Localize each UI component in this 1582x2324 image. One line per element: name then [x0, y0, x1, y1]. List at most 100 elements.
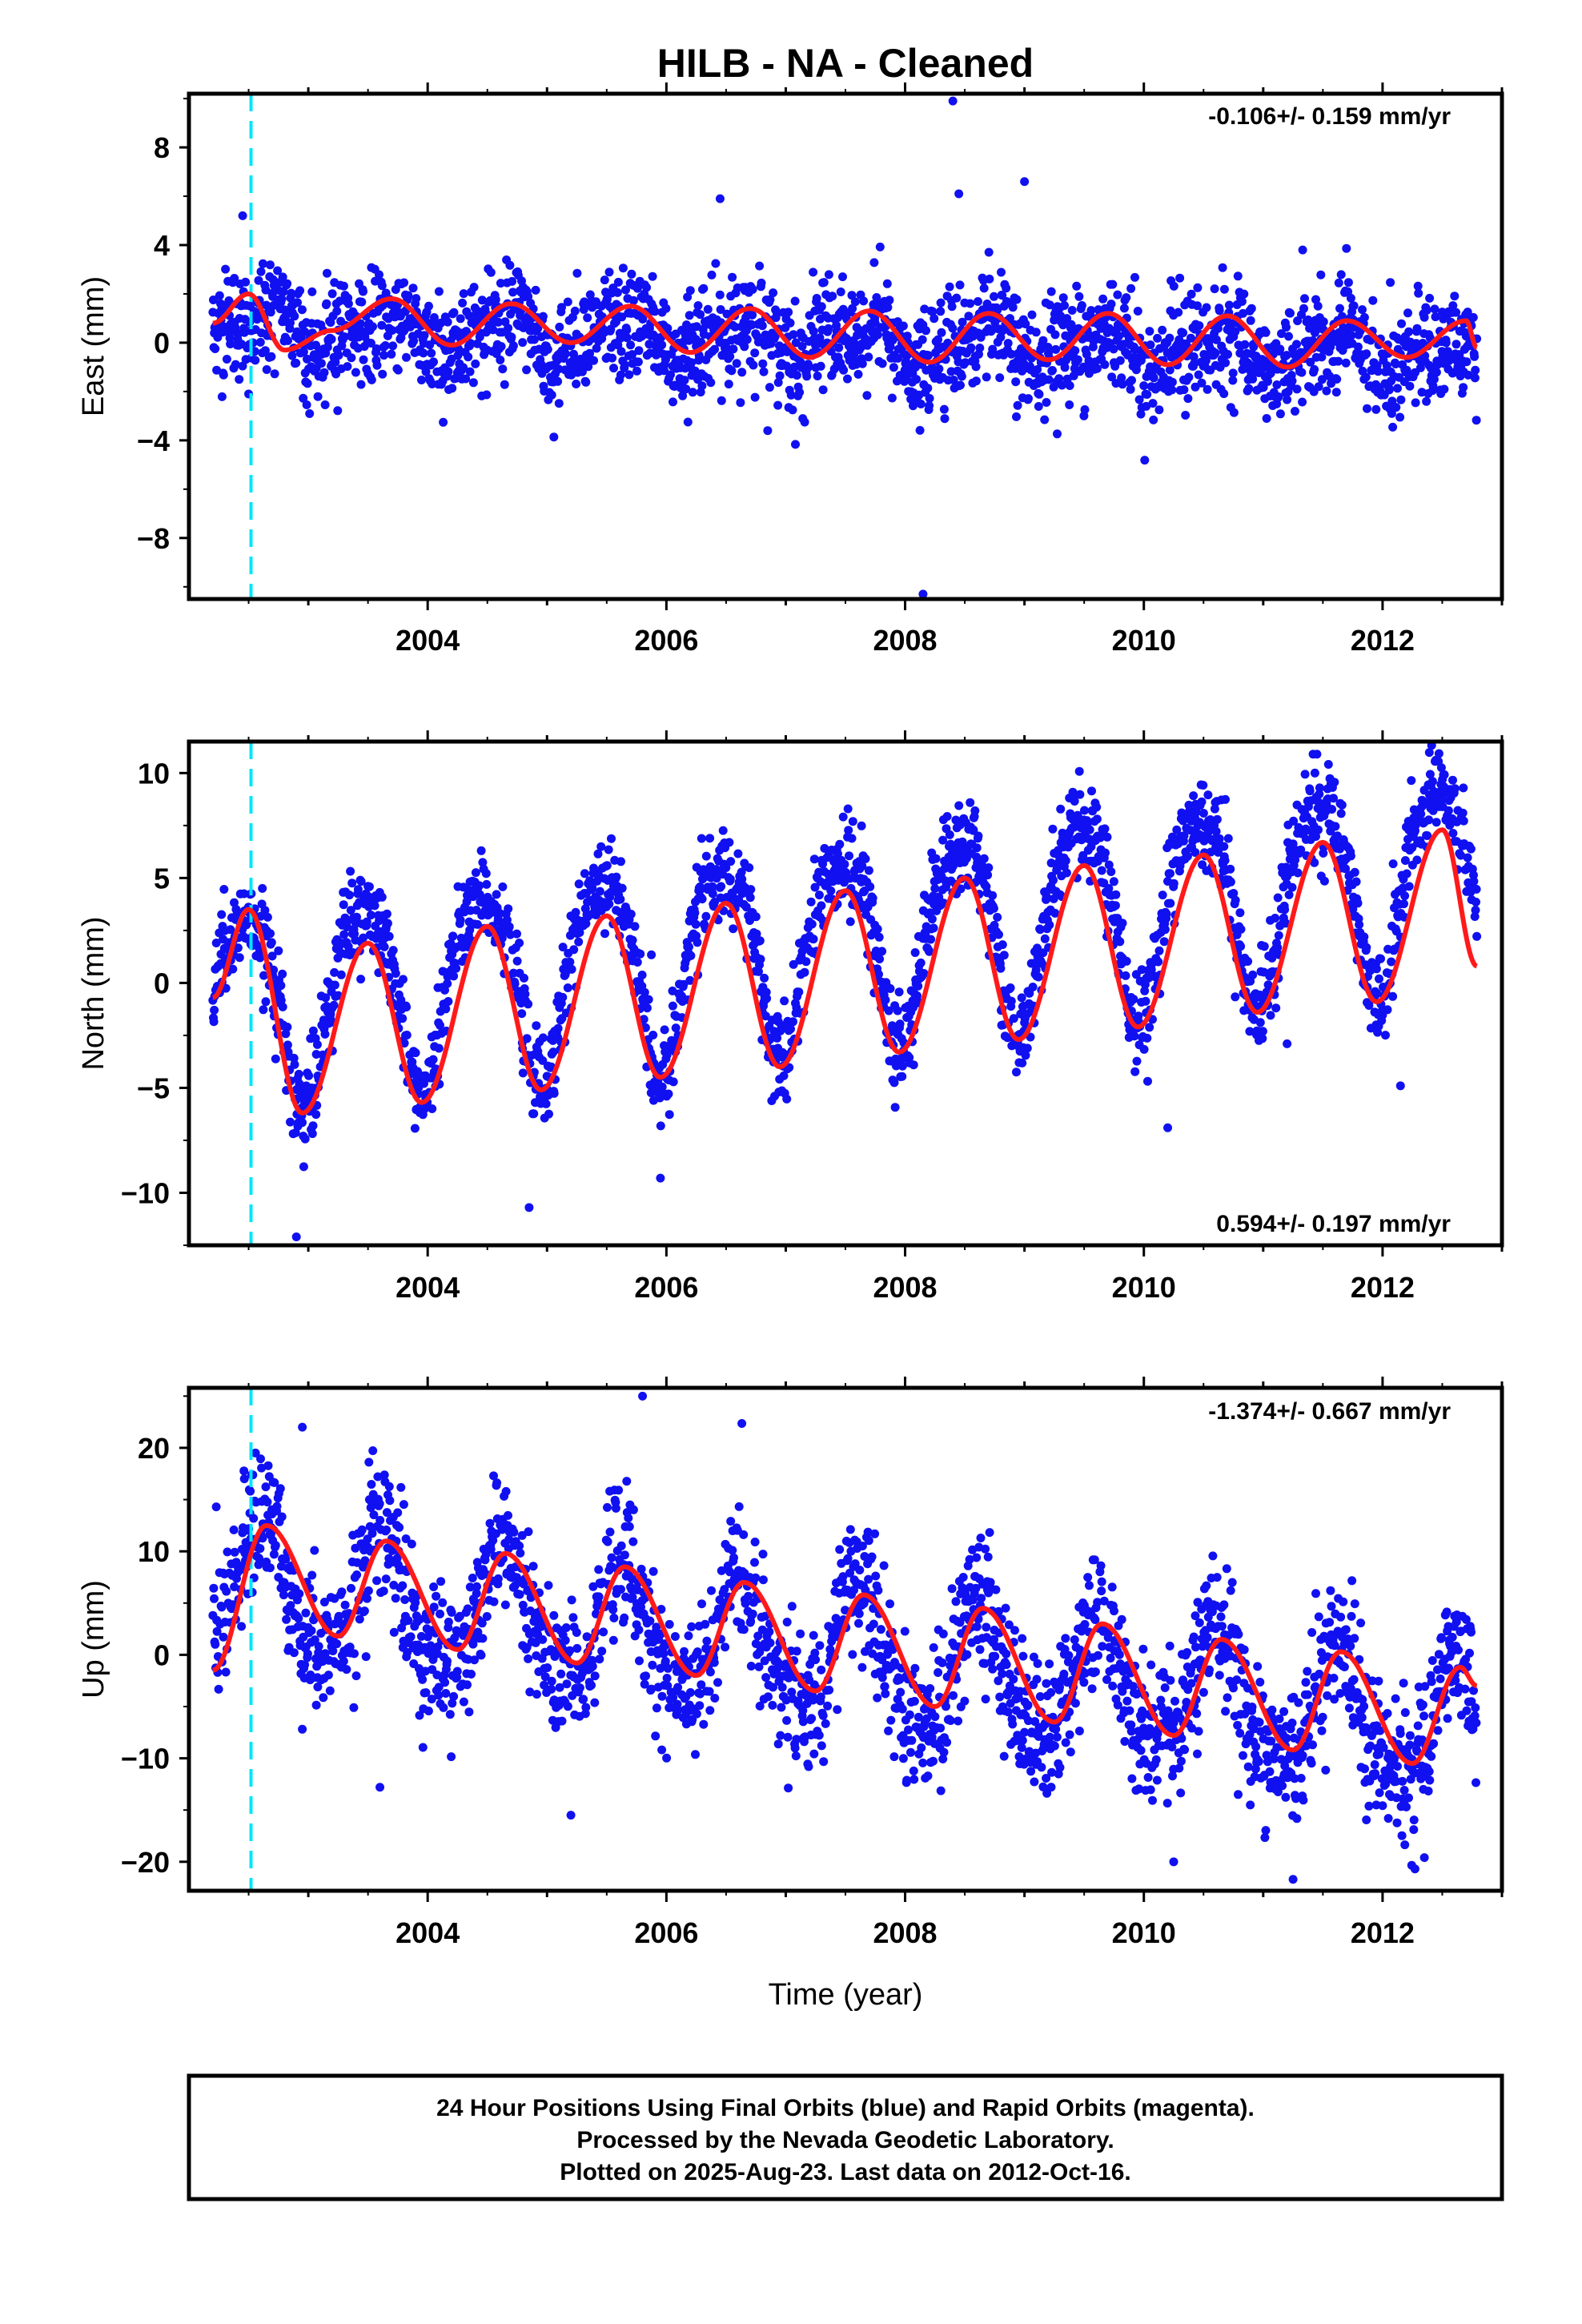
data-point — [402, 1031, 412, 1039]
data-point — [352, 912, 361, 922]
data-point — [1191, 807, 1201, 817]
data-point — [257, 1463, 267, 1473]
data-point — [481, 869, 491, 879]
data-point — [452, 963, 461, 973]
data-point — [1021, 320, 1030, 328]
data-point — [1272, 380, 1282, 389]
data-point — [310, 1635, 319, 1645]
data-point — [1203, 384, 1212, 394]
data-point — [828, 292, 837, 301]
data-point — [459, 363, 468, 372]
data-point — [817, 302, 826, 312]
data-point — [754, 967, 763, 976]
data-point — [688, 388, 697, 397]
data-point — [549, 1088, 559, 1098]
data-point — [508, 968, 518, 978]
data-point — [334, 351, 343, 360]
data-point — [1211, 348, 1220, 358]
data-point — [741, 903, 751, 912]
data-point — [1065, 381, 1074, 390]
data-point — [330, 967, 339, 977]
data-point — [683, 292, 693, 302]
data-point — [1165, 333, 1174, 343]
y-tick-label: −8 — [137, 522, 170, 555]
data-point — [298, 1118, 307, 1128]
data-point — [379, 942, 389, 951]
data-point — [940, 414, 950, 424]
data-point — [1439, 770, 1449, 779]
data-point — [1323, 760, 1333, 769]
data-point — [1336, 270, 1346, 279]
data-point — [1154, 957, 1163, 967]
data-point — [685, 975, 695, 985]
data-point — [693, 301, 703, 311]
data-point — [1469, 877, 1479, 886]
data-point — [838, 812, 848, 822]
data-point — [302, 400, 311, 409]
data-point — [949, 376, 958, 384]
data-point — [1228, 376, 1238, 385]
data-point — [1035, 925, 1045, 935]
data-point — [596, 842, 606, 851]
data-point — [299, 393, 308, 403]
data-point — [346, 866, 355, 876]
data-point — [289, 1648, 299, 1658]
data-point — [970, 806, 980, 815]
data-point — [297, 305, 307, 315]
data-point — [725, 352, 735, 361]
data-point — [1281, 919, 1291, 928]
data-point — [1291, 407, 1299, 416]
data-point — [897, 1061, 907, 1071]
data-point — [1359, 932, 1369, 942]
data-point — [1391, 403, 1401, 412]
data-point — [1404, 327, 1414, 336]
data-point — [381, 288, 391, 298]
data-point — [400, 278, 409, 287]
data-point — [327, 289, 337, 299]
data-point — [853, 369, 863, 379]
data-point — [701, 851, 711, 861]
data-point — [1122, 956, 1131, 966]
data-point — [229, 1525, 239, 1534]
data-point — [848, 304, 857, 313]
data-point — [402, 352, 411, 362]
data-point — [1058, 293, 1068, 303]
data-point — [761, 987, 771, 997]
data-point — [1021, 1051, 1030, 1060]
data-point — [508, 287, 518, 297]
data-point — [1133, 307, 1142, 316]
data-point — [436, 318, 446, 328]
data-point — [957, 372, 966, 381]
data-point — [1450, 292, 1460, 301]
data-point — [1130, 272, 1139, 282]
data-point — [475, 890, 484, 899]
data-point — [1003, 339, 1013, 348]
data-point — [1062, 314, 1072, 324]
data-point — [277, 295, 287, 304]
data-point — [1237, 297, 1247, 306]
data-point — [235, 375, 244, 384]
x-tick-label: 2006 — [634, 1271, 698, 1304]
data-point — [913, 991, 921, 1000]
data-point — [1056, 804, 1066, 814]
data-point — [347, 879, 357, 888]
data-point — [1149, 415, 1158, 424]
data-point — [1061, 856, 1070, 866]
data-point — [1319, 317, 1328, 327]
data-point — [894, 987, 904, 997]
data-point — [1087, 786, 1096, 796]
data-point — [1141, 996, 1150, 1006]
data-point — [1353, 899, 1363, 908]
data-point — [1142, 401, 1151, 411]
data-point — [574, 937, 584, 947]
data-point — [1054, 374, 1064, 384]
data-point — [887, 393, 897, 403]
data-point — [693, 938, 702, 947]
data-point — [1172, 825, 1182, 834]
data-point — [1439, 384, 1449, 394]
data-point — [729, 344, 738, 354]
data-point — [1002, 283, 1011, 293]
y-tick-label: 4 — [154, 229, 170, 262]
data-point — [715, 194, 725, 203]
data-point — [1258, 1034, 1267, 1043]
